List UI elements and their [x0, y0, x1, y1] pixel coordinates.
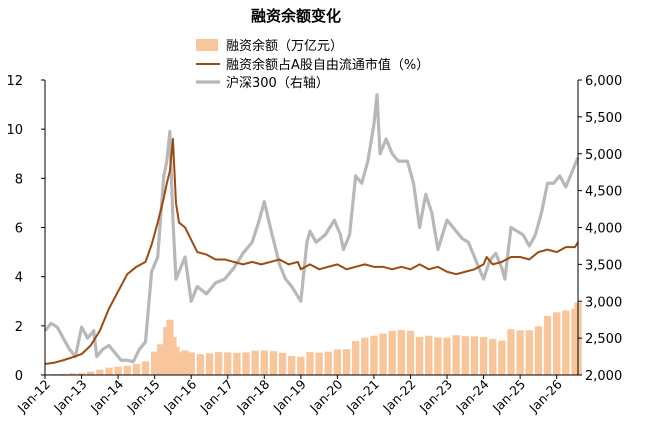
- x-tick-label-4: Jan-16: [160, 376, 199, 415]
- bar-25: [233, 352, 241, 376]
- left-tick-label-6: 12: [6, 74, 23, 89]
- bar-22: [205, 353, 214, 375]
- bar-21: [196, 354, 204, 375]
- x-tick-label-5: Jan-17: [196, 377, 235, 416]
- bar-44: [406, 330, 415, 375]
- bar-31: [288, 356, 296, 375]
- bar-9: [123, 365, 131, 375]
- bar-59: [543, 316, 552, 375]
- x-tick-label-14: Jan-26: [525, 376, 564, 415]
- bar-30: [278, 352, 287, 376]
- bar-23: [214, 352, 223, 375]
- margin-ratio-line: [44, 138, 579, 365]
- bar-11: [141, 361, 150, 375]
- bar-8: [114, 366, 122, 375]
- bar-19: [181, 350, 189, 375]
- bar-61: [562, 310, 570, 375]
- bar-47: [434, 337, 442, 375]
- bar-40: [370, 335, 378, 375]
- bar-6: [96, 369, 104, 375]
- legend: 融资余额（万亿元） 融资余额占A股自由流通市值（%） 沪深300（右轴）: [196, 38, 429, 91]
- bar-50: [461, 336, 469, 375]
- right-tick-label-6: 5,000: [585, 148, 622, 163]
- bar-5: [87, 371, 95, 375]
- bar-60: [553, 312, 561, 375]
- bar-38: [352, 341, 360, 375]
- left-tick-label-2: 4: [15, 271, 23, 286]
- left-tick-label-5: 10: [6, 123, 23, 138]
- bar-20: [187, 352, 195, 375]
- bar-36: [333, 349, 342, 375]
- bar-58: [534, 326, 543, 375]
- x-tick-label-2: Jan-14: [87, 376, 126, 415]
- bar-52: [479, 336, 488, 375]
- bar-4: [77, 373, 86, 375]
- bar-37: [342, 349, 351, 375]
- bar-51: [470, 336, 479, 375]
- legend-label-0: 融资余额（万亿元）: [226, 38, 343, 54]
- legend-label-2: 沪深300（右轴）: [226, 75, 329, 91]
- bar-33: [306, 352, 314, 375]
- bar-28: [260, 350, 268, 375]
- right-tick-label-0: 2,000: [585, 369, 622, 384]
- plot-area: 0 2 4 6 8 10 12 2,000 2,500 3,000 3,500 4,000 4,500 5…: [6, 74, 622, 416]
- x-tick-label-8: Jan-20: [306, 376, 345, 415]
- line-series-group: [43, 93, 580, 365]
- bar-13: [157, 344, 165, 375]
- bar-43: [397, 330, 405, 375]
- bar-3: [68, 373, 77, 375]
- x-tick-label-6: Jan-18: [233, 376, 272, 415]
- bar-10: [132, 363, 141, 375]
- bar-7: [105, 367, 113, 376]
- bar-42: [388, 330, 396, 375]
- right-tick-label-4: 4,000: [585, 222, 622, 237]
- legend-swatch-0: [196, 39, 218, 51]
- right-tick-label-7: 5,500: [585, 111, 622, 126]
- left-tick-label-1: 2: [15, 320, 23, 335]
- bar-29: [269, 351, 278, 375]
- bar-39: [361, 337, 369, 375]
- right-tick-label-3: 3,500: [585, 258, 622, 273]
- x-tick-label-9: Jan-21: [343, 377, 382, 416]
- right-tick-label-8: 6,000: [585, 74, 622, 89]
- x-tick-label-10: Jan-22: [379, 377, 418, 416]
- bar-53: [489, 338, 497, 375]
- bar-35: [324, 351, 332, 375]
- x-tick-label-13: Jan-25: [489, 377, 528, 416]
- bar-56: [516, 330, 524, 375]
- right-tick-label-2: 3,000: [585, 295, 622, 310]
- chart-title: 融资余额变化: [251, 7, 341, 25]
- bar-54: [498, 340, 506, 375]
- bar-12: [150, 351, 159, 375]
- bar-34: [315, 352, 323, 375]
- hs300-line: [43, 93, 580, 364]
- x-tick-label-12: Jan-24: [452, 376, 491, 415]
- left-tick-label-0: 0: [15, 369, 23, 384]
- bar-series: [41, 302, 582, 376]
- bar-18: [175, 352, 183, 375]
- bar-57: [525, 330, 533, 375]
- left-tick-label-3: 6: [15, 222, 23, 237]
- bar-32: [297, 356, 305, 375]
- legend-label-1: 融资余额占A股自由流通市值（%）: [226, 57, 429, 73]
- x-tick-label-11: Jan-23: [416, 377, 455, 416]
- bar-55: [507, 329, 515, 375]
- bar-41: [379, 333, 387, 375]
- bar-26: [242, 352, 250, 375]
- bar-27: [251, 350, 259, 375]
- bar-48: [443, 337, 451, 375]
- x-tick-label-7: Jan-19: [270, 376, 309, 415]
- bar-49: [452, 335, 460, 375]
- bar-24: [224, 352, 232, 375]
- left-tick-label-4: 8: [15, 172, 23, 187]
- right-tick-label-5: 4,500: [585, 185, 622, 200]
- x-tick-label-1: Jan-13: [50, 377, 89, 416]
- right-tick-label-1: 2,500: [585, 332, 622, 347]
- bar-46: [425, 335, 433, 375]
- bar-45: [415, 336, 424, 375]
- bar-2: [59, 373, 67, 375]
- x-tick-label-3: Jan-15: [123, 377, 162, 416]
